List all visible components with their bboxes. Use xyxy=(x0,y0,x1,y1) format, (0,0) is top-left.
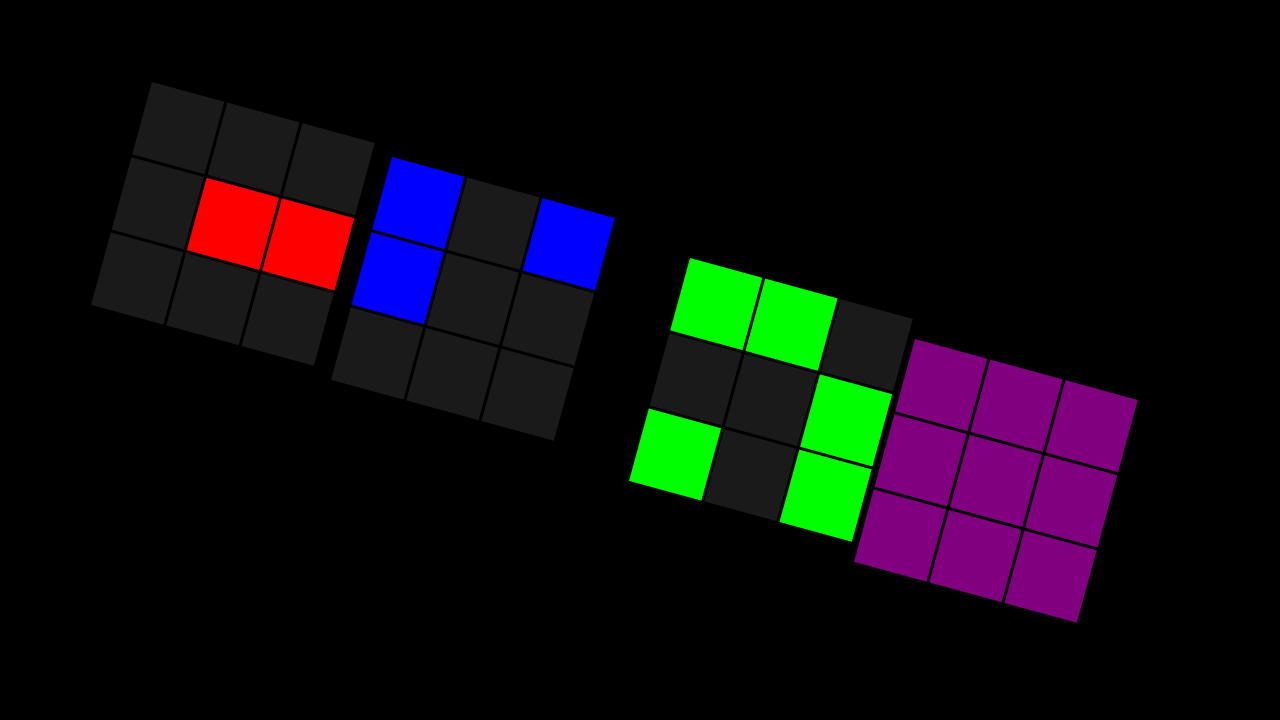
red-board[interactable] xyxy=(91,82,375,366)
purple-board[interactable] xyxy=(854,339,1138,623)
cell-r2-c2[interactable] xyxy=(241,273,334,366)
blue-board[interactable] xyxy=(331,157,615,441)
cell-r2-c2[interactable] xyxy=(481,348,574,441)
cell-r2-c2[interactable] xyxy=(1004,530,1097,623)
cell-r2-c2[interactable] xyxy=(779,449,872,542)
